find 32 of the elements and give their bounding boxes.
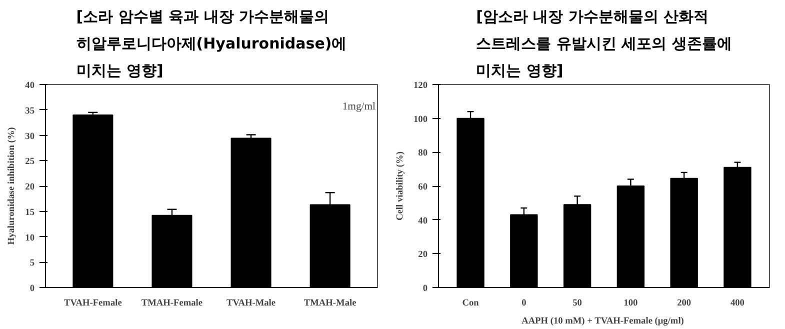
y-axis-title: Hyaluronidase inhibition (%) xyxy=(7,127,18,245)
y-tick-label: 20 xyxy=(25,182,35,192)
y-tick-label: 35 xyxy=(25,106,35,116)
y-tick-label: 30 xyxy=(25,132,35,142)
y-tick-label: 80 xyxy=(418,148,428,159)
x-tick-label: 200 xyxy=(677,298,692,308)
x-tick-label: 100 xyxy=(624,298,638,308)
y-tick-label: 0 xyxy=(422,284,428,294)
y-tick-label: 15 xyxy=(25,208,35,218)
annotation: 1mg/ml xyxy=(342,102,376,112)
x-tick-label: 50 xyxy=(572,298,582,308)
x-axis-title: AAPH (10 mM) + TVAH-Female (μg/ml) xyxy=(522,316,684,326)
x-tick-label: TVAH-Male xyxy=(226,298,276,308)
y-tick-label: 40 xyxy=(25,81,35,91)
x-tick-label: TMAH-Female xyxy=(141,298,203,308)
y-tick-label: 40 xyxy=(418,216,428,226)
y-axis-title: Cell viability (%) xyxy=(396,152,406,220)
chart-title: [암소라 내장 가수분해물의 산화적 스트레스를 유발시킨 세포의 생존률에 미치는 영향] xyxy=(476,8,732,80)
y-tick-label: 20 xyxy=(418,250,428,260)
y-tick-label: 60 xyxy=(418,182,428,192)
y-tick-label: 10 xyxy=(25,233,35,244)
y-tick-label: 5 xyxy=(30,258,35,269)
x-tick-label: 0 xyxy=(522,298,527,308)
x-tick-label: TMAH-Male xyxy=(304,298,356,308)
x-tick-label: 400 xyxy=(730,298,745,308)
x-tick-label: Con xyxy=(462,298,480,308)
y-tick-label: 120 xyxy=(414,81,428,91)
y-tick-label: 100 xyxy=(414,114,428,125)
y-tick-label: 25 xyxy=(25,157,35,168)
chart-title: [소라 암수별 육과 내장 가수분해물의 히알루로니다아제(Hyaluronidase)에 미치는 영향] xyxy=(76,8,347,80)
x-tick-label: TVAH-Female xyxy=(64,298,122,308)
y-tick-label: 0 xyxy=(30,284,35,294)
